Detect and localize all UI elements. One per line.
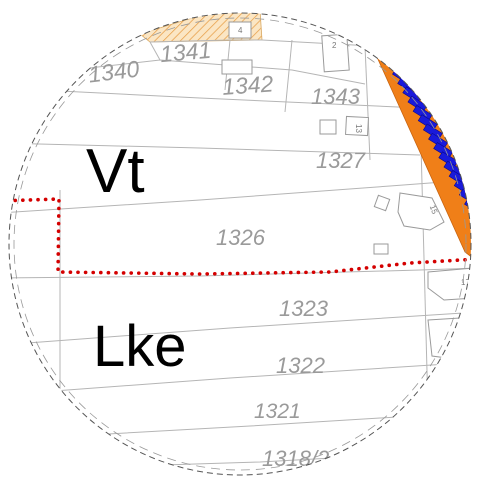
- building-4: [228, 21, 252, 39]
- building-15-annex: [373, 194, 391, 212]
- parcel-label-1323: 1323: [279, 296, 329, 321]
- railway-strip: [371, 39, 471, 263]
- parcel-label-1321: 1321: [254, 400, 301, 423]
- building-1342-shed: [221, 59, 253, 75]
- building-2: [321, 33, 350, 73]
- zone-label-vt: Vt: [86, 137, 145, 206]
- house-number-2: 2: [332, 41, 337, 50]
- parcel-label-1326: 1326: [216, 225, 266, 250]
- house-number-13: 13: [354, 124, 363, 133]
- house-number-4: 4: [238, 26, 243, 35]
- zone-boundary: [9, 197, 471, 276]
- parcel-label-1318-2: 1318/2: [262, 446, 329, 471]
- building-17: [427, 267, 471, 301]
- building-15: [397, 192, 445, 231]
- parcel-label-1327: 1327: [316, 148, 366, 173]
- view-circle-inner: [13, 17, 467, 471]
- building-small: [373, 243, 389, 255]
- parcel-label-1343: 1343: [311, 84, 361, 109]
- house-number-15: 15: [428, 204, 440, 216]
- map-content: Vt Lke 1340 1341 1342 1343 1327 1326 132…: [9, 13, 471, 475]
- building-east: [435, 371, 467, 391]
- parcel-label-1342: 1342: [221, 70, 274, 100]
- parcel-label-1322: 1322: [276, 353, 325, 378]
- building-13-annex: [319, 119, 337, 135]
- view-circle: [8, 12, 472, 476]
- parcel-label-1341: 1341: [159, 37, 212, 67]
- building-13: [345, 115, 369, 137]
- zone-label-lke: Lke: [93, 314, 187, 379]
- parcel-label-1340: 1340: [87, 55, 141, 87]
- house-number-17: 17: [461, 278, 470, 287]
